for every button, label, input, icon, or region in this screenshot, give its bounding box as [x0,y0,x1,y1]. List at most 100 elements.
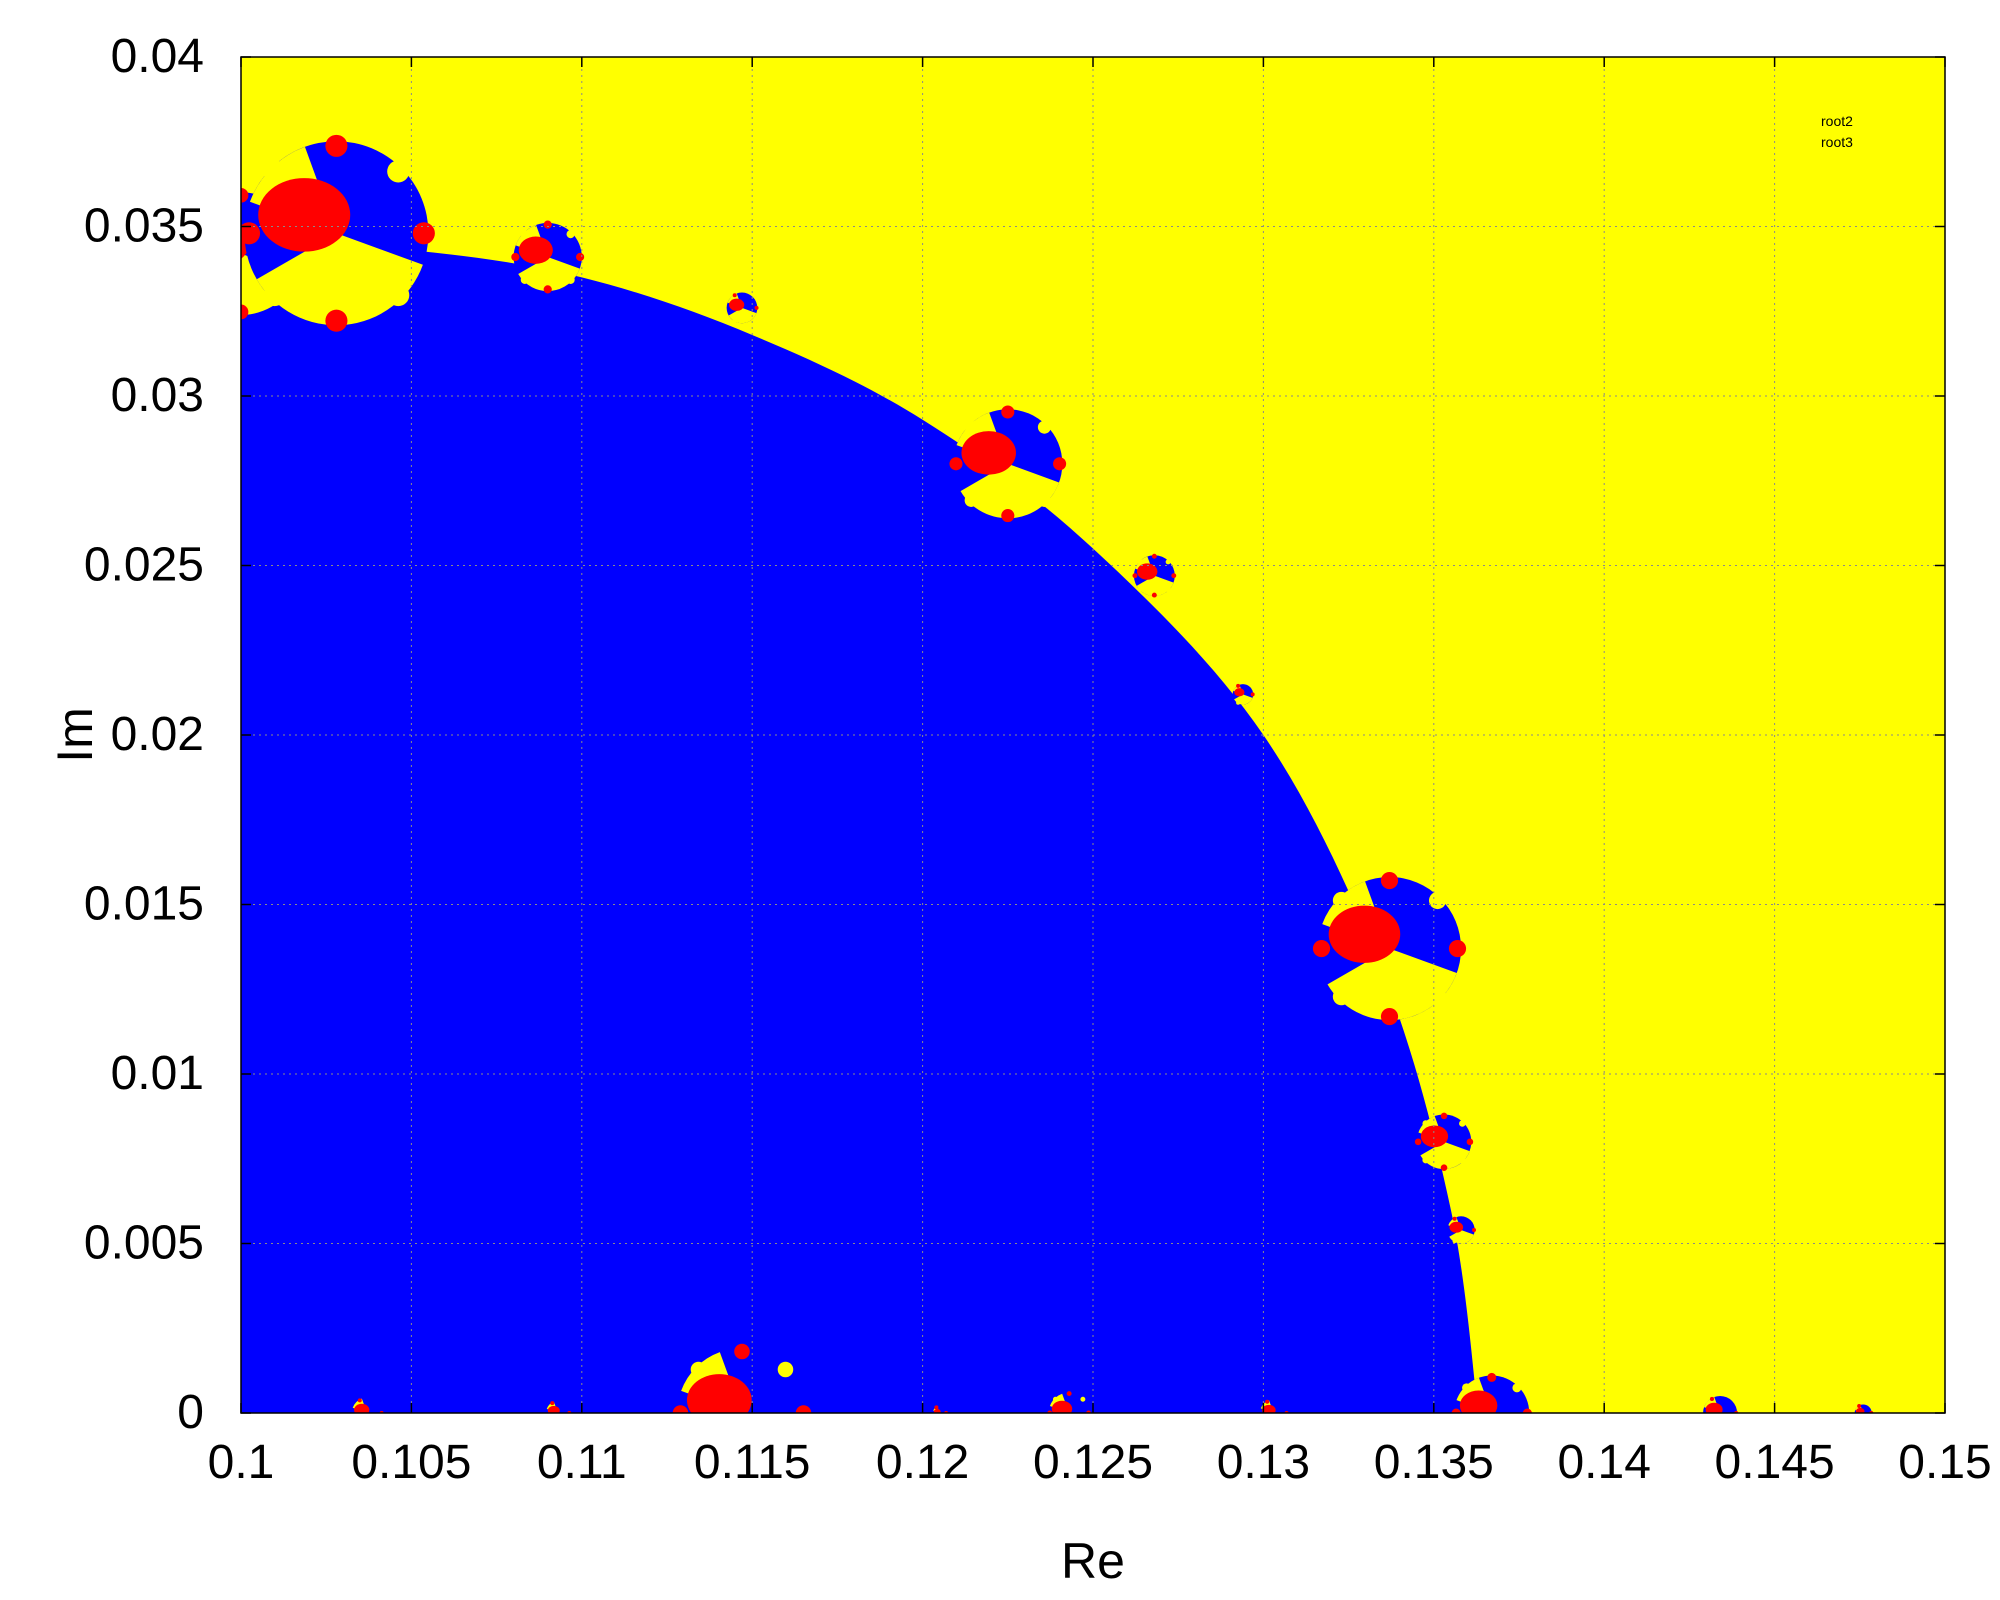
bulb-satellite [241,187,249,203]
bulb-satellite [1236,683,1241,688]
bulb-red-core [1459,1390,1498,1413]
bulb-satellite [1138,559,1144,565]
fractal-bulb [1232,683,1255,705]
bulb-satellite [754,305,759,310]
bulb-satellite [1857,1418,1861,1422]
bulb-satellite [1459,1156,1466,1164]
bulb-red-core [686,1374,752,1413]
bulb-satellite [543,220,552,229]
bulb-satellite [1037,420,1051,434]
bulb-satellite [1052,1396,1058,1402]
bulb-satellite [934,1405,939,1410]
fractal-bulb [351,1397,384,1428]
bulb-satellite [1332,988,1351,1006]
bulb-satellite [241,304,249,320]
fractal-bulb [726,292,759,324]
bulb-satellite [1001,405,1015,419]
legend-entry-root3: root3 [1821,134,1853,150]
bulb-satellite [1066,1391,1072,1397]
bulb-satellite [1080,1396,1086,1402]
bulb-yellow-lobe [1856,1413,1871,1422]
bulb-satellite [1452,1239,1457,1244]
bulb-red-core [1262,1404,1276,1413]
bulb-red-core [1328,905,1401,963]
bulb-red-core [1051,1400,1073,1413]
y-tick-label: 0.035 [84,200,204,253]
y-axis-title: Im [47,707,103,763]
bulb-satellite [690,1361,707,1378]
bulb-satellite [1522,1408,1532,1413]
bulb-satellite [1053,457,1067,471]
y-tick-label: 0.005 [84,1217,204,1270]
bulb-satellite [1067,1430,1072,1435]
bulb-satellite [241,222,261,245]
x-tick-label: 0.105 [351,1436,471,1489]
x-tick-label: 0.115 [694,1436,811,1489]
bulb-satellite [1165,559,1171,565]
bulb-satellite [387,284,410,307]
bulb-red-core [518,236,553,264]
bulb-red-core [961,431,1016,475]
bulb-satellite [1487,1372,1497,1382]
bulb-satellite [263,284,286,307]
bulb-satellite [732,293,737,298]
bulb-satellite [934,1417,938,1421]
fractal-bulb [241,134,435,332]
bulb-satellite [550,1401,555,1406]
bulb-satellite [1448,939,1467,958]
bulb-red-core [354,1403,370,1413]
x-tick-label: 0.1 [208,1436,275,1489]
bulb-satellite [734,1343,750,1360]
fractal-bulb [1703,1395,1739,1413]
y-tick-label: 0.015 [84,878,204,931]
bulb-satellite [325,309,348,332]
fractal-bulb [949,405,1067,523]
bulb-yellow-lobe [1420,1141,1470,1170]
y-tick-label: 0 [177,1386,204,1439]
bulb-satellite [777,1361,794,1378]
fractal-bulb [546,1401,572,1425]
bulb-yellow-lobe [1327,948,1457,1021]
y-tick-label: 0.025 [84,539,204,592]
bulb-satellite [1466,1138,1474,1146]
fractal-bulb [672,1343,812,1413]
x-tick-label: 0.12 [876,1436,969,1489]
bulb-satellite [358,1424,362,1428]
x-axis-title: Re [1061,1533,1125,1589]
bulb-satellite [1451,1408,1461,1413]
bulb-satellite [412,222,435,245]
bulb-satellite [949,457,963,471]
bulb-satellite [192,287,207,302]
y-tick-label: 0.03 [111,369,204,422]
main-basin-region [241,243,1479,1413]
bulb-satellite [387,160,410,183]
bulb-yellow-lobe [518,257,580,292]
x-tick-label: 0.14 [1557,1436,1650,1489]
bulb-red-core [1136,563,1158,580]
bulb-satellite [550,1421,554,1425]
bulb-satellite [1462,1383,1472,1393]
bulb-satellite [1037,493,1051,507]
bulb-satellite [1332,891,1351,910]
bulb-yellow-lobe [934,1413,946,1420]
x-tick-label: 0.125 [1033,1436,1153,1489]
bulb-yellow-lobe [960,463,1060,519]
bulb-satellite [1422,1120,1429,1127]
bulb-satellite [1440,1164,1448,1171]
legend: root2 root3 [1821,113,1853,150]
bulb-yellow-lobe [256,233,423,326]
fractal-bulb [1854,1403,1874,1422]
bulb-satellite [566,230,575,239]
bulb-satellite [1265,1399,1270,1404]
bulb-satellite [1459,1120,1466,1127]
bulb-satellite [1265,1422,1269,1426]
bulb-satellite [1151,592,1157,598]
bulb-satellite [520,275,529,284]
bulb-satellite [1452,1216,1457,1221]
bulb-yellow-lobe [354,1413,382,1428]
bulb-red-core [933,1408,941,1413]
x-tick-label: 0.145 [1715,1436,1835,1489]
bulb-satellite [263,160,286,183]
x-tick-label: 0.13 [1217,1436,1310,1489]
